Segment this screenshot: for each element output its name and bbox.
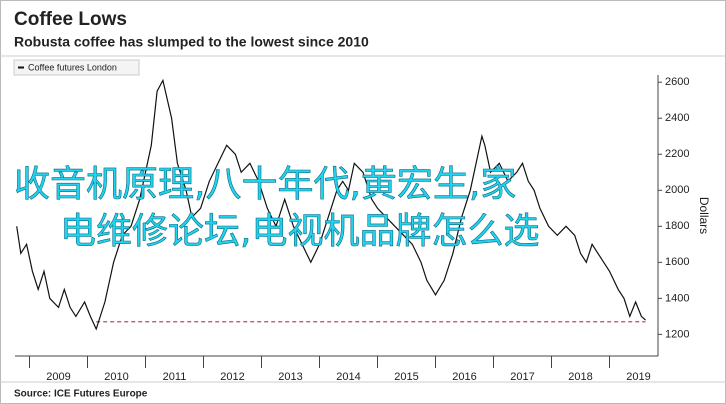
y-tick-label: 2600 — [665, 76, 689, 88]
chart-title: Coffee Lows — [14, 9, 127, 30]
overlay-text: 收音机原理,八十年代,黄宏生,家 — [14, 164, 516, 205]
x-tick-label: 2009 — [46, 371, 70, 383]
x-tick-label: 2016 — [452, 371, 476, 383]
y-tick-label: 2000 — [665, 184, 689, 196]
y-axis-label: Dollars — [697, 197, 711, 234]
y-tick-label: 1800 — [665, 220, 689, 232]
chart-subtitle: Robusta coffee has slumped to the lowest… — [14, 34, 369, 50]
x-tick-label: 2010 — [104, 371, 128, 383]
x-tick-label: 2019 — [626, 371, 650, 383]
x-tick-label: 2015 — [394, 371, 418, 383]
x-tick-label: 2012 — [220, 371, 244, 383]
y-tick-label: 1400 — [665, 292, 689, 304]
y-tick-label: 2400 — [665, 112, 689, 124]
y-tick-label: 1200 — [665, 328, 689, 340]
x-tick-label: 2011 — [163, 371, 187, 383]
legend — [13, 59, 140, 76]
overlay-text: 电维修论坛,电视机品牌怎么选 — [60, 211, 539, 252]
x-tick-label: 2017 — [510, 371, 534, 383]
x-tick-label: 2013 — [278, 371, 302, 383]
legend-label: Coffee futures London — [28, 62, 117, 72]
price-line — [16, 78, 646, 331]
x-tick-label: 2018 — [568, 371, 592, 383]
y-tick-label: 2200 — [665, 148, 689, 160]
y-tick-label: 1600 — [665, 256, 689, 268]
x-tick-label: 2014 — [336, 371, 360, 383]
source: Source: ICE Futures Europe — [14, 389, 148, 400]
